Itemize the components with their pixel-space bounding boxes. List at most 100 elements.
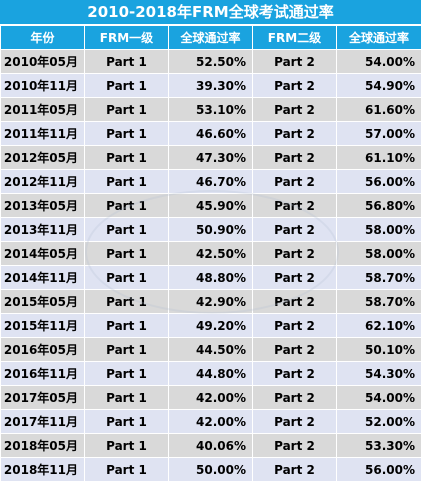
- cell-frm-level-1: Part 1: [85, 410, 169, 434]
- cell-frm-level-2: Part 2: [253, 122, 337, 146]
- cell-frm-level-1: Part 1: [85, 266, 169, 290]
- cell-year: 2010年11月: [1, 74, 85, 98]
- cell-frm-level-2: Part 2: [253, 218, 337, 242]
- cell-pass-rate-1: 42.00%: [169, 410, 253, 434]
- cell-frm-level-1: Part 1: [85, 74, 169, 98]
- cell-frm-level-1: Part 1: [85, 314, 169, 338]
- header-row: 年份 FRM一级 全球通过率 FRM二级 全球通过率: [1, 26, 421, 50]
- cell-frm-level-2: Part 2: [253, 242, 337, 266]
- cell-frm-level-2: Part 2: [253, 98, 337, 122]
- cell-pass-rate-2: 56.00%: [337, 170, 421, 194]
- cell-frm-level-2: Part 2: [253, 338, 337, 362]
- cell-year: 2013年05月: [1, 194, 85, 218]
- cell-frm-level-1: Part 1: [85, 50, 169, 74]
- cell-frm-level-2: Part 2: [253, 410, 337, 434]
- cell-year: 2012年11月: [1, 170, 85, 194]
- cell-pass-rate-2: 61.10%: [337, 146, 421, 170]
- cell-frm-level-1: Part 1: [85, 122, 169, 146]
- cell-frm-level-1: Part 1: [85, 146, 169, 170]
- cell-frm-level-1: Part 1: [85, 386, 169, 410]
- cell-frm-level-1: Part 1: [85, 458, 169, 482]
- cell-year: 2014年05月: [1, 242, 85, 266]
- cell-pass-rate-1: 40.06%: [169, 434, 253, 458]
- cell-frm-level-2: Part 2: [253, 146, 337, 170]
- header-frm-level-2: FRM二级: [253, 26, 337, 50]
- cell-frm-level-1: Part 1: [85, 242, 169, 266]
- cell-year: 2014年11月: [1, 266, 85, 290]
- cell-pass-rate-2: 61.60%: [337, 98, 421, 122]
- cell-year: 2018年11月: [1, 458, 85, 482]
- cell-pass-rate-2: 52.00%: [337, 410, 421, 434]
- cell-pass-rate-1: 42.90%: [169, 290, 253, 314]
- cell-pass-rate-1: 52.50%: [169, 50, 253, 74]
- cell-pass-rate-2: 50.10%: [337, 338, 421, 362]
- cell-frm-level-2: Part 2: [253, 170, 337, 194]
- cell-year: 2010年05月: [1, 50, 85, 74]
- cell-frm-level-1: Part 1: [85, 434, 169, 458]
- cell-frm-level-2: Part 2: [253, 434, 337, 458]
- cell-frm-level-2: Part 2: [253, 362, 337, 386]
- cell-frm-level-1: Part 1: [85, 194, 169, 218]
- cell-pass-rate-1: 42.00%: [169, 386, 253, 410]
- cell-pass-rate-1: 44.50%: [169, 338, 253, 362]
- cell-year: 2013年11月: [1, 218, 85, 242]
- cell-year: 2011年05月: [1, 98, 85, 122]
- cell-frm-level-2: Part 2: [253, 266, 337, 290]
- cell-frm-level-2: Part 2: [253, 386, 337, 410]
- cell-year: 2012年05月: [1, 146, 85, 170]
- cell-pass-rate-1: 47.30%: [169, 146, 253, 170]
- cell-year: 2016年05月: [1, 338, 85, 362]
- cell-pass-rate-2: 54.00%: [337, 386, 421, 410]
- cell-frm-level-1: Part 1: [85, 362, 169, 386]
- cell-pass-rate-2: 56.80%: [337, 194, 421, 218]
- cell-pass-rate-1: 50.00%: [169, 458, 253, 482]
- cell-pass-rate-2: 54.00%: [337, 50, 421, 74]
- cell-frm-level-2: Part 2: [253, 314, 337, 338]
- cell-year: 2015年05月: [1, 290, 85, 314]
- header-year: 年份: [1, 26, 85, 50]
- cell-pass-rate-2: 58.00%: [337, 242, 421, 266]
- cell-pass-rate-2: 54.90%: [337, 74, 421, 98]
- header-pass-rate-1: 全球通过率: [169, 26, 253, 50]
- cell-pass-rate-1: 50.90%: [169, 218, 253, 242]
- cell-year: 2018年05月: [1, 434, 85, 458]
- cell-pass-rate-1: 46.60%: [169, 122, 253, 146]
- header-frm-level-1: FRM一级: [85, 26, 169, 50]
- cell-pass-rate-1: 44.80%: [169, 362, 253, 386]
- cell-pass-rate-2: 58.70%: [337, 266, 421, 290]
- cell-year: 2011年11月: [1, 122, 85, 146]
- header-pass-rate-2: 全球通过率: [337, 26, 421, 50]
- cell-frm-level-1: Part 1: [85, 98, 169, 122]
- cell-pass-rate-2: 53.30%: [337, 434, 421, 458]
- cell-frm-level-1: Part 1: [85, 170, 169, 194]
- cell-frm-level-1: Part 1: [85, 218, 169, 242]
- cell-year: 2015年11月: [1, 314, 85, 338]
- cell-year: 2016年11月: [1, 362, 85, 386]
- table-title: 2010-2018年FRM全球考试通过率: [0, 0, 421, 25]
- cell-frm-level-2: Part 2: [253, 50, 337, 74]
- cell-pass-rate-1: 42.50%: [169, 242, 253, 266]
- cell-year: 2017年11月: [1, 410, 85, 434]
- cell-pass-rate-1: 45.90%: [169, 194, 253, 218]
- cell-pass-rate-1: 53.10%: [169, 98, 253, 122]
- cell-pass-rate-1: 48.80%: [169, 266, 253, 290]
- cell-frm-level-2: Part 2: [253, 290, 337, 314]
- cell-frm-level-2: Part 2: [253, 458, 337, 482]
